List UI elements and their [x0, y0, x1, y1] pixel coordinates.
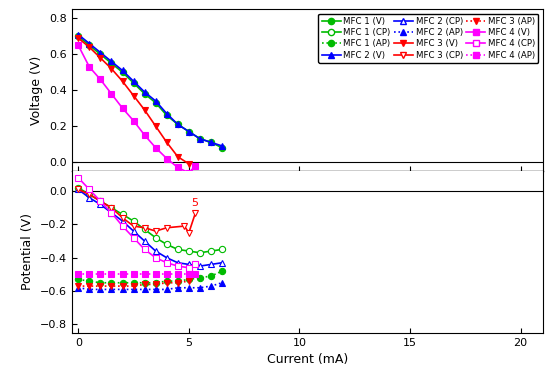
X-axis label: Current (mA): Current (mA) [267, 353, 348, 366]
Text: 5: 5 [191, 198, 198, 208]
Y-axis label: Potential (V): Potential (V) [21, 214, 34, 290]
Y-axis label: Voltage (V): Voltage (V) [30, 56, 44, 125]
Legend: MFC 1 (V), MFC 1 (CP), MFC 1 (AP), MFC 2 (V), MFC 2 (CP), MFC 2 (AP), MFC 3 (V),: MFC 1 (V), MFC 1 (CP), MFC 1 (AP), MFC 2… [318, 14, 538, 63]
